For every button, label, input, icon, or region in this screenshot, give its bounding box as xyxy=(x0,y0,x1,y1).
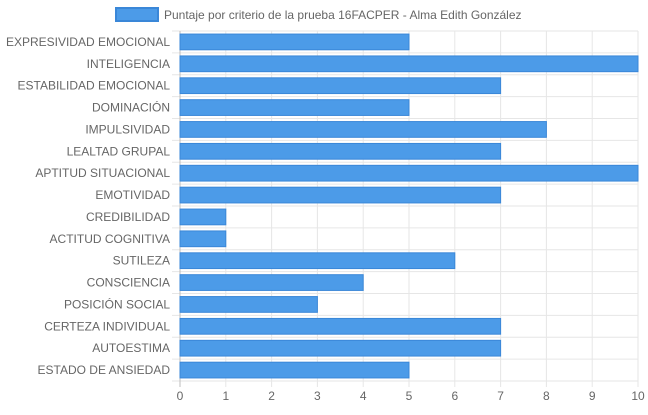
x-tick-label: 0 xyxy=(177,389,184,403)
y-tick-label: IMPULSIVIDAD xyxy=(85,122,170,136)
y-tick-label: EXPRESIVIDAD EMOCIONAL xyxy=(6,35,170,49)
legend[interactable]: Puntaje por criterio de la prueba 16FACP… xyxy=(115,7,522,22)
bar[interactable] xyxy=(179,55,639,73)
y-tick-label: ESTADO DE ANSIEDAD xyxy=(38,363,171,377)
y-tick-label: POSICIÓN SOCIAL xyxy=(64,296,170,311)
bar[interactable] xyxy=(179,274,364,291)
y-tick-label: DOMINACIÓN xyxy=(92,100,170,115)
bar[interactable] xyxy=(179,361,410,379)
bars xyxy=(179,33,639,379)
y-tick-label: CERTEZA INDIVIDUAL xyxy=(44,319,170,333)
bar[interactable] xyxy=(179,164,639,182)
bar[interactable] xyxy=(179,77,502,95)
bar[interactable] xyxy=(179,33,410,51)
x-tick-label: 10 xyxy=(631,389,645,403)
x-tick-label: 5 xyxy=(406,389,413,403)
bar[interactable] xyxy=(179,252,456,270)
y-tick-label: CREDIBILIDAD xyxy=(86,210,170,224)
x-tick-label: 7 xyxy=(497,389,504,403)
x-tick-label: 3 xyxy=(314,389,321,403)
x-tick-label: 4 xyxy=(360,389,367,403)
bar[interactable] xyxy=(179,208,227,226)
bar[interactable] xyxy=(179,230,227,248)
y-tick-label: ACTITUD COGNITIVA xyxy=(50,232,170,246)
y-tick-label: ESTABILIDAD EMOCIONAL xyxy=(18,79,171,93)
y-tick-label: APTITUD SITUACIONAL xyxy=(35,166,170,180)
bar[interactable] xyxy=(179,339,502,357)
y-tick-label: AUTOESTIMA xyxy=(92,341,170,355)
x-tick-label: 9 xyxy=(589,389,596,403)
legend-label[interactable]: Puntaje por criterio de la prueba 16FACP… xyxy=(164,8,522,22)
y-tick-label: EMOTIVIDAD xyxy=(95,188,170,202)
bar[interactable] xyxy=(179,99,410,116)
y-tick-label: INTELIGENCIA xyxy=(87,57,170,71)
bar[interactable] xyxy=(179,317,502,335)
bar[interactable] xyxy=(179,186,502,204)
x-tick-label: 6 xyxy=(451,389,458,403)
bar[interactable] xyxy=(179,121,547,138)
y-tick-label: LEALTAD GRUPAL xyxy=(67,144,171,158)
y-tick-label: CONSCIENCIA xyxy=(87,276,170,290)
x-tick-label: 1 xyxy=(222,389,229,403)
x-tick-label: 2 xyxy=(268,389,275,403)
bar[interactable] xyxy=(179,142,502,160)
y-tick-label: SUTILEZA xyxy=(113,254,170,268)
x-tick-label: 8 xyxy=(543,389,550,403)
x-axis-tick-labels: 0 1 2 3 4 5 6 7 8 9 10 xyxy=(177,389,645,403)
legend-swatch[interactable] xyxy=(115,7,159,22)
bar[interactable] xyxy=(179,296,318,313)
y-axis-tick-labels: EXPRESIVIDAD EMOCIONAL INTELIGENCIA ESTABI… xyxy=(6,35,170,377)
